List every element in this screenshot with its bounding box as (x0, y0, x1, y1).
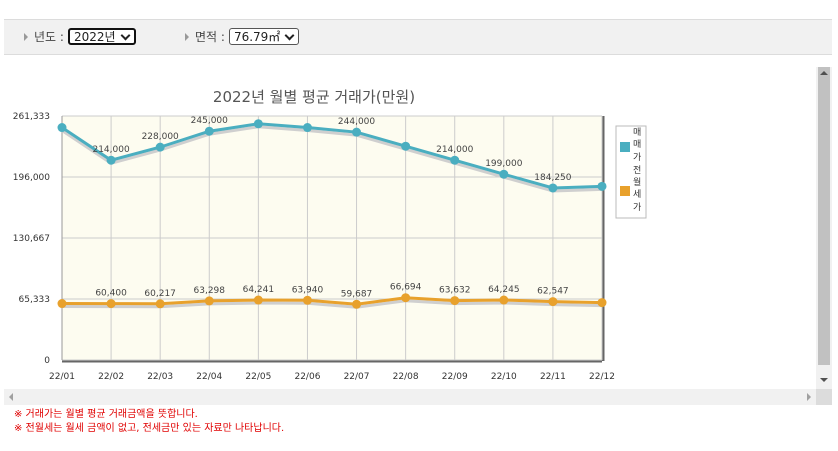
data-point (450, 155, 460, 165)
scroll-right-icon[interactable] (807, 393, 811, 401)
data-label: 244,000 (338, 117, 375, 127)
data-point (204, 126, 214, 136)
year-select[interactable]: 2022년 (67, 28, 136, 45)
x-tick-label: 22/10 (491, 372, 517, 382)
data-point (253, 119, 263, 129)
data-label: 64,241 (243, 285, 275, 295)
data-label: 228,000 (142, 132, 179, 142)
data-label: 214,000 (436, 145, 473, 155)
bullet-triangle-icon (185, 32, 189, 41)
legend-swatch (620, 186, 630, 196)
x-tick-label: 22/05 (245, 372, 271, 382)
vertical-scrollbar[interactable] (816, 67, 832, 389)
legend-text: 전 (633, 165, 641, 176)
chevron-down-icon (120, 30, 130, 40)
data-point (450, 296, 460, 306)
filter-bar: 년도 : 2022년 면적 : 76.79㎡ (4, 19, 832, 55)
series-line-shadow (61, 299, 603, 309)
note-line: ※ 거래가는 월별 평균 거래금액을 뜻합니다. (14, 409, 198, 420)
data-point (597, 298, 607, 308)
y-tick-label: 196,000 (13, 173, 50, 183)
data-point (597, 181, 607, 191)
area-select[interactable]: 76.79㎡ (228, 28, 300, 45)
series-line-shadow (61, 125, 603, 193)
data-label: 60,217 (144, 289, 176, 299)
x-tick-label: 22/06 (294, 372, 320, 382)
scrollbar-corner (816, 389, 832, 405)
chevron-down-icon (284, 30, 295, 40)
legend-box (615, 125, 647, 219)
data-label: 245,000 (191, 116, 228, 126)
chart-title: 2022년 월별 평균 거래가(만원) (213, 88, 415, 106)
area-label: 면적 : (195, 30, 225, 44)
data-point (401, 141, 411, 151)
legend-text: 가 (633, 152, 641, 163)
data-label: 63,632 (439, 286, 471, 296)
data-point (57, 123, 67, 133)
data-point (106, 299, 116, 309)
data-point (548, 297, 558, 307)
year-label: 년도 : (34, 30, 64, 44)
x-tick-label: 22/07 (344, 372, 370, 382)
x-tick-label: 22/04 (196, 372, 222, 382)
series-line (61, 296, 603, 306)
vertical-scroll-thumb[interactable] (818, 67, 830, 365)
data-point (155, 142, 165, 152)
y-tick-label: 0 (44, 356, 50, 366)
data-label: 60,400 (95, 289, 127, 299)
price-chart: 2022년 월별 평균 거래가(만원) 261,333 196,000 130,667… (13, 88, 647, 382)
series-line (61, 122, 603, 190)
data-point (106, 155, 116, 165)
data-label: 66,694 (390, 283, 422, 293)
data-label: 184,250 (534, 173, 571, 183)
scroll-left-icon[interactable] (9, 393, 13, 401)
legend-text: 매 (633, 127, 641, 138)
data-point (302, 295, 312, 305)
data-label: 63,940 (292, 285, 324, 295)
y-tick-label: 65,333 (19, 295, 51, 305)
note-line: ※ 전월세는 월세 금액이 없고, 전세금만 있는 자료만 나타납니다. (14, 423, 285, 434)
year-filter: 년도 : 2022년 (24, 28, 136, 45)
data-point (499, 169, 509, 179)
legend-text: 세 (633, 189, 641, 200)
y-tick-label: 130,667 (13, 234, 50, 244)
year-select-value: 2022년 (73, 30, 116, 44)
x-tick-label: 22/01 (49, 372, 75, 382)
data-point (499, 295, 509, 305)
legend-text: 월 (633, 176, 641, 188)
bullet-triangle-icon (24, 32, 28, 41)
data-point (253, 295, 263, 305)
notes: ※ 거래가는 월별 평균 거래금액을 뜻합니다. ※ 전월세는 월세 금액이 없… (14, 408, 284, 436)
horizontal-scrollbar[interactable] (4, 389, 816, 405)
data-point (204, 296, 214, 306)
scroll-down-icon[interactable] (820, 378, 828, 382)
x-tick-label: 22/09 (442, 372, 468, 382)
data-label: 62,547 (537, 287, 569, 297)
data-point (57, 299, 67, 309)
legend-text: 가 (633, 202, 641, 213)
data-point (302, 123, 312, 133)
data-label: 59,687 (341, 289, 373, 299)
x-tick-label: 22/03 (147, 372, 173, 382)
legend-text: 매 (633, 139, 641, 150)
x-tick-label: 22/08 (393, 372, 419, 382)
y-tick-label: 261,333 (13, 112, 50, 122)
data-label: 214,000 (92, 145, 129, 155)
data-point (548, 183, 558, 193)
data-point (352, 299, 362, 309)
chart-viewport: 2022년 월별 평균 거래가(만원) 261,333 196,000 130,667… (4, 67, 832, 389)
data-label: 64,245 (488, 285, 520, 295)
data-point (352, 127, 362, 137)
area-filter: 면적 : 76.79㎡ (185, 28, 300, 45)
area-select-value: 76.79㎡ (233, 30, 281, 44)
legend-swatch (620, 142, 630, 152)
data-point (155, 299, 165, 309)
data-label: 63,298 (194, 286, 226, 296)
data-point (401, 293, 411, 303)
scroll-up-icon[interactable] (820, 71, 828, 75)
data-label: 199,000 (485, 159, 522, 169)
x-tick-label: 22/02 (98, 372, 124, 382)
x-tick-label: 22/11 (540, 372, 566, 382)
x-tick-label: 22/12 (589, 372, 615, 382)
